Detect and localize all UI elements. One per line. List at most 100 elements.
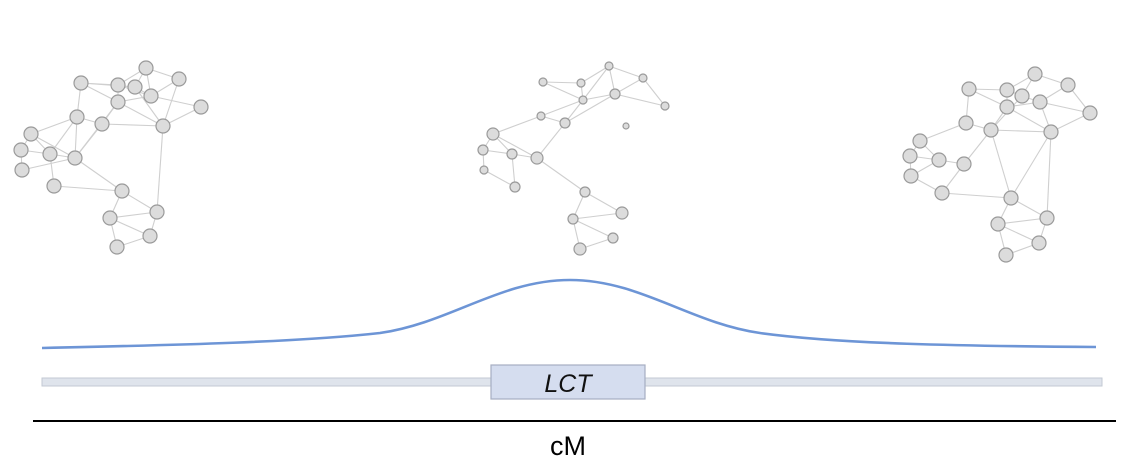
network-edge — [572, 218, 614, 239]
network-node — [956, 156, 972, 172]
network-edge — [582, 65, 610, 101]
network-edge — [49, 116, 78, 155]
network-edge — [572, 212, 623, 220]
network-edge — [990, 129, 1012, 199]
network-node — [660, 101, 670, 111]
bell-curve — [41, 278, 1097, 350]
network-node — [999, 99, 1015, 115]
network-node — [638, 73, 648, 83]
network-node — [110, 77, 126, 93]
network-edge — [109, 211, 158, 219]
network-node — [149, 204, 165, 220]
network-edge — [117, 101, 164, 127]
network-edge — [608, 65, 644, 79]
network-node — [902, 148, 918, 164]
network-node — [143, 88, 159, 104]
network-node — [46, 178, 62, 194]
network-node — [109, 239, 125, 255]
network-left — [13, 60, 209, 255]
network-node — [23, 126, 39, 142]
network-node — [530, 151, 544, 165]
network-node — [69, 109, 85, 125]
network-node — [609, 88, 621, 100]
network-node — [14, 162, 30, 178]
network-node — [138, 60, 154, 76]
network-node — [615, 206, 629, 220]
network-edge — [1046, 131, 1052, 219]
gene-box — [490, 364, 646, 400]
network-node — [127, 79, 143, 95]
network-node — [1039, 210, 1055, 226]
network-edge — [80, 82, 136, 88]
network-edge — [162, 78, 180, 127]
network-node — [1060, 77, 1076, 93]
network-edge — [53, 185, 123, 192]
network-node — [67, 150, 83, 166]
network-node — [607, 232, 619, 244]
network-node — [114, 183, 130, 199]
network-edge — [542, 81, 582, 84]
network-edge — [564, 93, 616, 124]
network-edge — [1006, 106, 1052, 133]
network-node — [506, 148, 518, 160]
network-node — [604, 61, 614, 71]
network-node — [42, 146, 58, 162]
network-edge — [492, 133, 538, 159]
network-node — [1031, 235, 1047, 251]
network-node — [573, 242, 587, 256]
network-edge — [30, 116, 78, 135]
network-node — [1082, 105, 1098, 121]
network-middle — [477, 61, 670, 256]
network-node — [536, 111, 546, 121]
axis-label: cM — [550, 431, 586, 461]
network-edge — [101, 123, 164, 127]
network-node — [931, 152, 947, 168]
network-node — [142, 228, 158, 244]
network-node — [990, 216, 1006, 232]
network-edge — [584, 191, 623, 214]
network-edge — [919, 122, 967, 142]
network-node — [171, 71, 187, 87]
network-node — [110, 94, 126, 110]
network-node — [1003, 190, 1019, 206]
network-edge — [540, 99, 584, 117]
network-edge — [30, 133, 76, 159]
network-edge — [614, 93, 666, 107]
network-edge — [150, 95, 202, 108]
network-node — [509, 181, 521, 193]
network-node — [983, 122, 999, 138]
network-node — [1014, 88, 1030, 104]
network-edge — [74, 101, 119, 159]
network-edge — [483, 169, 516, 188]
network-node — [538, 77, 548, 87]
network-edge — [642, 77, 666, 107]
network-node — [999, 82, 1015, 98]
network-node — [94, 116, 110, 132]
network-node — [579, 186, 591, 198]
network-edge — [134, 86, 164, 127]
network-node — [1027, 66, 1043, 82]
network-node — [102, 210, 118, 226]
network-node — [567, 213, 579, 225]
network-node — [934, 185, 950, 201]
network-node — [998, 247, 1014, 263]
network-node — [578, 95, 588, 105]
network-node — [576, 78, 586, 88]
network-edge — [156, 125, 164, 213]
network-edge — [990, 129, 1052, 133]
network-node — [912, 133, 928, 149]
network-edge — [21, 157, 76, 171]
network-node — [486, 127, 500, 141]
network-node — [559, 117, 571, 129]
gene-label: LCT — [544, 370, 593, 398]
network-node — [958, 115, 974, 131]
network-edge — [1039, 101, 1091, 114]
network-node — [13, 142, 29, 158]
network-edge — [941, 192, 1012, 199]
network-node — [961, 81, 977, 97]
network-edge — [74, 157, 123, 192]
network-node — [193, 99, 209, 115]
network-node — [155, 118, 171, 134]
network-edge — [997, 217, 1048, 225]
network-node — [479, 165, 489, 175]
